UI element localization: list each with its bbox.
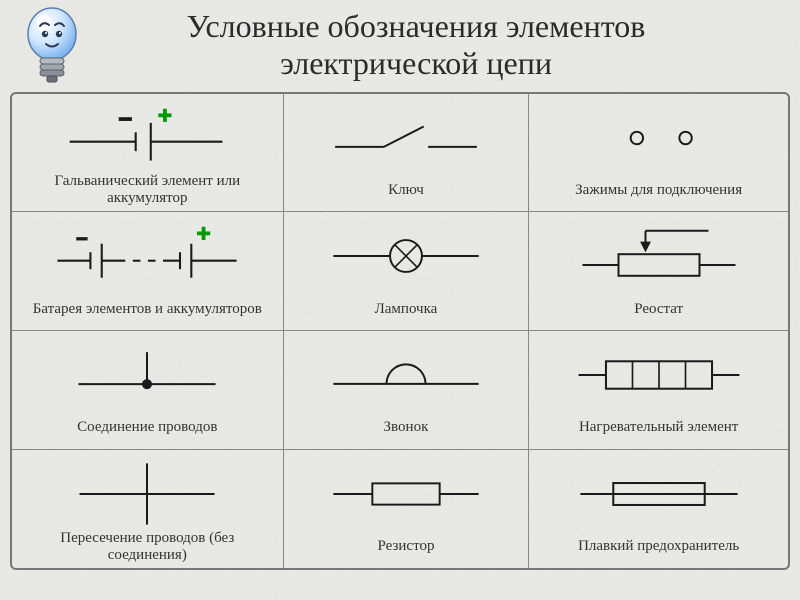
cell-label: Плавкий предохранитель <box>572 530 745 564</box>
heating-element-icon <box>533 339 784 410</box>
wire-crossing-icon <box>16 458 279 530</box>
symbol-grid: Гальванический элемент или аккумулятор К… <box>10 92 790 570</box>
cell-resistor: Резистор <box>284 450 530 569</box>
cell-label: Соединение проводов <box>71 411 223 445</box>
cell-rheostat: Реостат <box>529 212 788 331</box>
cell-label: Нагревательный элемент <box>573 411 744 445</box>
cell-label: Ключ <box>382 173 430 207</box>
cell-label: Лампочка <box>369 292 444 326</box>
cell-galvanic: Гальванический элемент или аккумулятор <box>12 94 284 212</box>
galvanic-cell-icon <box>16 102 279 173</box>
header: Условные обозначения элементов электриче… <box>10 4 790 86</box>
switch-icon <box>288 102 525 173</box>
slide-title: Условные обозначения элементов электриче… <box>92 8 780 82</box>
cell-fuse: Плавкий предохранитель <box>529 450 788 569</box>
wire-junction-icon <box>16 339 279 410</box>
bell-icon <box>288 339 525 410</box>
cell-label: Резистор <box>371 530 440 564</box>
cell-heater: Нагревательный элемент <box>529 331 788 449</box>
cell-label: Реостат <box>628 292 689 326</box>
cell-label: Гальванический элемент или аккумулятор <box>16 173 279 208</box>
lamp-icon <box>288 220 525 292</box>
lightbulb-mascot-icon <box>20 4 84 86</box>
terminals-icon <box>533 102 784 173</box>
cell-label: Зажимы для подключения <box>569 173 748 207</box>
cell-label: Звонок <box>378 411 435 445</box>
battery-icon <box>16 220 279 292</box>
cell-junction: Соединение проводов <box>12 331 284 449</box>
rheostat-icon <box>533 220 784 292</box>
cell-switch: Ключ <box>284 94 530 212</box>
cell-label: Пересечение проводов (без соединения) <box>16 530 279 565</box>
cell-bell: Звонок <box>284 331 530 449</box>
resistor-icon <box>288 458 525 531</box>
cell-battery: Батарея элементов и аккумуляторов <box>12 212 284 331</box>
cell-crossing: Пересечение проводов (без соединения) <box>12 450 284 569</box>
fuse-icon <box>533 458 784 531</box>
cell-label: Батарея элементов и аккумуляторов <box>27 292 268 326</box>
cell-lamp: Лампочка <box>284 212 530 331</box>
cell-terminals: Зажимы для подключения <box>529 94 788 212</box>
slide: Условные обозначения элементов электриче… <box>0 0 800 600</box>
